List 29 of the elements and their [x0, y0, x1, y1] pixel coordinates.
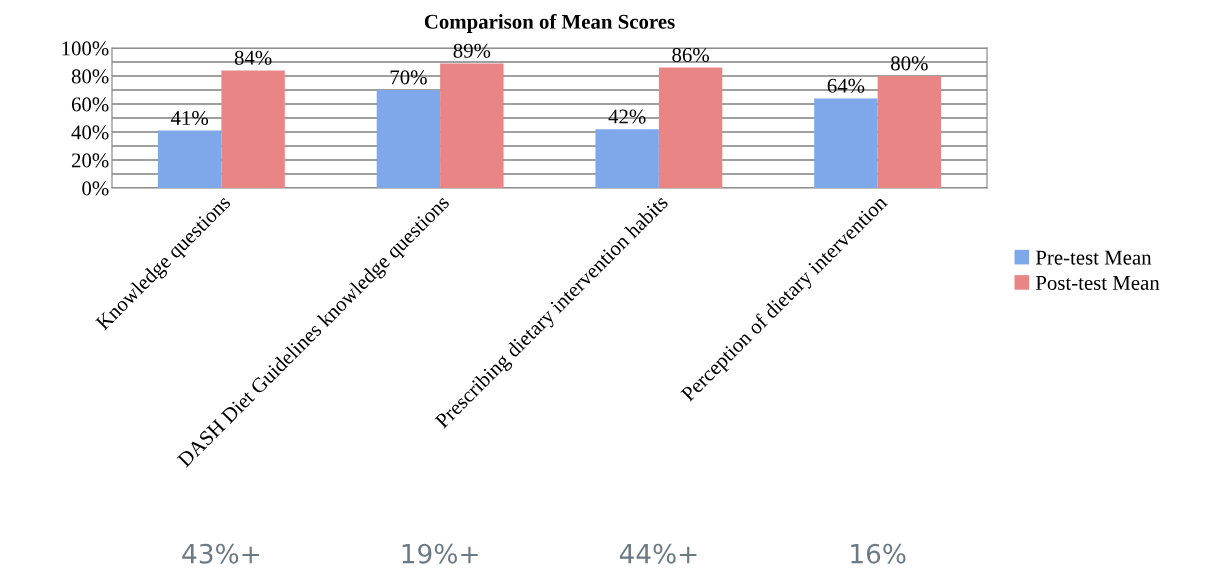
chart-title: Comparison of Mean Scores — [424, 13, 675, 33]
data-label: 86% — [672, 47, 709, 63]
data-label: 89% — [453, 43, 491, 58]
data-label: 42% — [608, 109, 646, 124]
bar — [376, 90, 441, 188]
data-label: 41% — [170, 110, 209, 126]
data-label: 80% — [891, 56, 928, 71]
y-tick-label: 60% — [71, 97, 109, 112]
y-tick-label: 100% — [62, 41, 109, 56]
data-label: 64% — [827, 78, 865, 93]
text: 16% — [851, 543, 906, 564]
bar — [595, 129, 659, 188]
bar — [658, 67, 723, 188]
text: 44%+ — [619, 543, 697, 564]
bar — [157, 130, 222, 188]
y-tick-label: 40% — [71, 125, 109, 140]
legend-label: Post-test Mean — [1035, 276, 1160, 290]
y-tick-label: 20% — [71, 153, 109, 168]
legend-label: Pre-test Mean — [1035, 250, 1152, 265]
bar — [814, 98, 878, 188]
y-tick-label: 80% — [71, 69, 109, 84]
text: 43%+ — [182, 543, 259, 564]
bar — [221, 70, 285, 188]
data-label: 84% — [234, 50, 272, 65]
bar — [877, 76, 942, 188]
bar — [440, 63, 504, 188]
y-tick-label: 0% — [82, 181, 109, 196]
data-label: 70% — [390, 70, 427, 85]
text: 19%+ — [402, 543, 478, 564]
